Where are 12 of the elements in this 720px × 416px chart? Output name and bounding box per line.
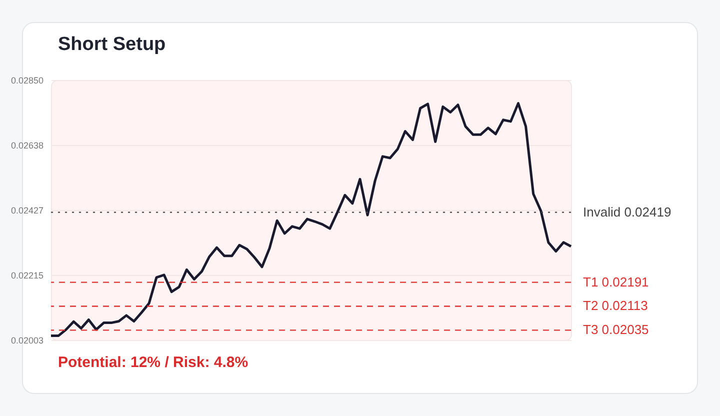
y-tick-label: 0.02003 [10, 336, 44, 346]
ref-line-label: T3 0.02035 [583, 322, 649, 338]
y-tick-label: 0.02850 [10, 76, 44, 86]
y-tick-label: 0.02638 [10, 140, 44, 151]
ref-line-label: T1 0.02191 [583, 274, 649, 290]
text: Potential: 12% / Risk: 4.8% [58, 354, 248, 371]
line-series [50, 102, 572, 337]
ref-line-label: Invalid 0.02419 [583, 204, 672, 220]
ref-line-label: T2 0.02113 [583, 298, 648, 314]
chart-title: Short Setup [58, 34, 166, 56]
y-tick-label: 0.02427 [10, 205, 44, 216]
y-tick-label: 0.02215 [10, 270, 44, 280]
